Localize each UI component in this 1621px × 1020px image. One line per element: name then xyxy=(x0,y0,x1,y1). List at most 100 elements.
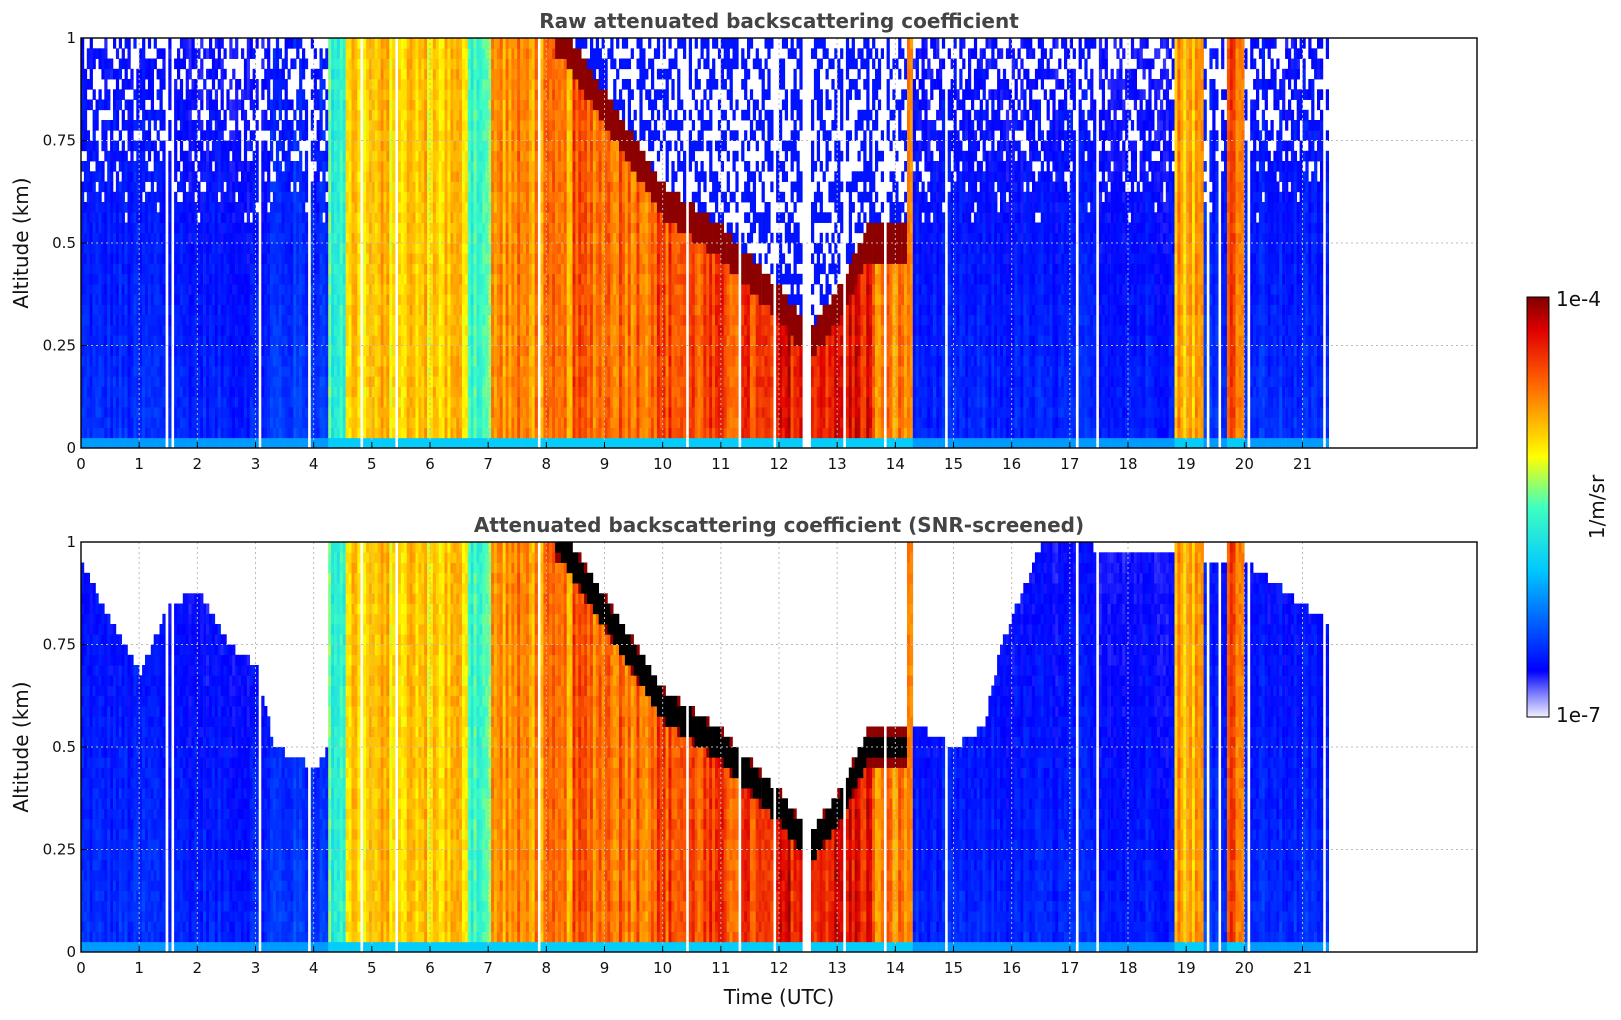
heatmap-cell xyxy=(403,130,408,141)
heatmap-cell xyxy=(191,243,195,254)
heatmap-cell xyxy=(412,335,416,346)
heatmap-cell xyxy=(168,48,172,59)
heatmap-cell xyxy=(313,366,317,377)
heatmap-cell xyxy=(174,150,178,162)
heatmap-cell xyxy=(345,427,349,439)
heatmap-cell xyxy=(432,376,437,387)
heatmap-cell xyxy=(386,294,390,305)
heatmap-cell xyxy=(467,376,472,387)
heatmap-cell xyxy=(430,89,434,100)
heatmap-cell xyxy=(412,161,416,172)
heatmap-cell xyxy=(136,99,140,111)
heatmap-cell xyxy=(383,273,387,285)
heatmap-cell xyxy=(392,150,396,162)
heatmap-cell xyxy=(278,181,283,193)
heatmap-cell xyxy=(281,150,285,162)
heatmap-cell xyxy=(339,376,344,387)
heatmap-cell xyxy=(354,48,358,59)
heatmap-cell xyxy=(313,417,317,428)
heatmap-cell xyxy=(328,366,332,377)
heatmap-cell xyxy=(366,120,370,131)
heatmap-cell xyxy=(142,120,146,131)
heatmap-cell xyxy=(322,407,326,418)
heatmap-cell xyxy=(203,263,207,275)
heatmap-cell xyxy=(113,89,117,100)
heatmap-cell xyxy=(299,130,303,141)
heatmap-cell xyxy=(427,232,431,244)
heatmap-cell xyxy=(409,202,413,213)
heatmap-cell xyxy=(316,89,320,100)
heatmap-cell xyxy=(482,99,486,111)
heatmap-cell xyxy=(200,150,204,162)
heatmap-cell xyxy=(270,284,274,295)
heatmap-cell xyxy=(482,345,486,357)
heatmap-cell xyxy=(214,263,219,275)
heatmap-cell xyxy=(368,232,373,244)
heatmap-cell xyxy=(284,304,288,316)
heatmap-cell xyxy=(386,427,390,439)
heatmap-cell xyxy=(217,58,221,70)
heatmap-cell xyxy=(241,222,245,234)
heatmap-cell xyxy=(174,386,178,398)
heatmap-cell xyxy=(438,284,442,295)
heatmap-cell xyxy=(473,243,477,254)
heatmap-cell xyxy=(328,191,332,203)
heatmap-cell xyxy=(118,304,123,316)
heatmap-cell xyxy=(334,202,338,213)
heatmap-cell xyxy=(488,325,492,336)
heatmap-cell xyxy=(278,202,283,213)
heatmap-cell xyxy=(336,58,341,70)
heatmap-cell xyxy=(444,130,448,141)
heatmap-cell xyxy=(86,437,91,448)
heatmap-cell xyxy=(168,58,172,70)
heatmap-cell xyxy=(267,48,271,59)
heatmap-cell xyxy=(272,366,277,377)
heatmap-cell xyxy=(281,325,285,336)
heatmap-cell xyxy=(479,355,483,367)
heatmap-cell xyxy=(182,181,187,193)
heatmap-cell xyxy=(444,222,448,234)
heatmap-cell xyxy=(156,396,160,408)
heatmap-cell xyxy=(325,263,329,275)
heatmap-cell xyxy=(209,253,213,264)
heatmap-cell xyxy=(217,181,221,193)
heatmap-cell xyxy=(319,181,323,193)
heatmap-cell xyxy=(191,437,195,448)
heatmap-cell xyxy=(83,437,88,448)
heatmap-cell xyxy=(238,284,242,295)
heatmap-cell xyxy=(235,304,239,316)
heatmap-cell xyxy=(115,427,120,439)
heatmap-cell xyxy=(246,140,251,152)
heatmap-cell xyxy=(368,284,373,295)
heatmap-cell xyxy=(89,314,93,326)
heatmap-cell xyxy=(418,335,422,346)
heatmap-cell xyxy=(296,335,300,346)
heatmap-cell xyxy=(334,232,338,244)
heatmap-cell xyxy=(223,335,227,346)
heatmap-cell xyxy=(182,243,187,254)
heatmap-cell xyxy=(476,181,480,193)
heatmap-cell xyxy=(459,263,463,275)
heatmap-cell xyxy=(403,58,408,70)
heatmap-cell xyxy=(214,202,219,213)
heatmap-cell xyxy=(211,345,216,357)
heatmap-cell xyxy=(424,89,428,100)
heatmap-cell xyxy=(444,150,448,162)
heatmap-cell xyxy=(336,437,341,448)
heatmap-cell xyxy=(249,355,253,367)
heatmap-cell xyxy=(418,355,422,367)
heatmap-cell xyxy=(467,325,472,336)
heatmap-cell xyxy=(389,335,393,346)
heatmap-cell xyxy=(156,68,160,80)
heatmap-cell xyxy=(485,79,489,90)
heatmap-cell xyxy=(174,89,178,100)
heatmap-cell xyxy=(83,314,88,326)
heatmap-cell xyxy=(177,294,181,305)
heatmap-cell xyxy=(209,335,213,346)
heatmap-cell xyxy=(206,263,210,275)
heatmap-cell xyxy=(435,396,440,408)
heatmap-cell xyxy=(470,89,474,100)
heatmap-cell xyxy=(267,89,271,100)
heatmap-cell xyxy=(464,284,469,295)
heatmap-cell xyxy=(110,68,114,80)
